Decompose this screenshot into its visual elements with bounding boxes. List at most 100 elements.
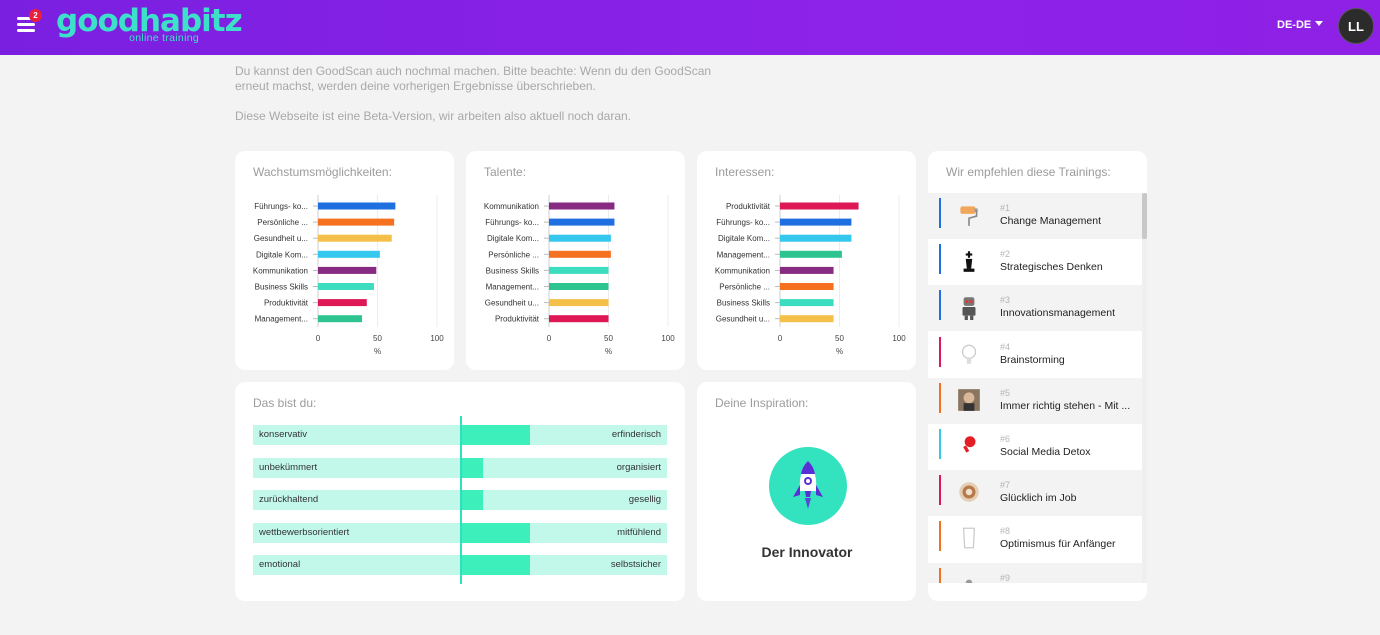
- trait-fill: [460, 490, 483, 510]
- trait-left-label: wettbewerbsorientiert: [259, 526, 350, 538]
- bar: [549, 234, 611, 242]
- category-label: Produktivität: [726, 202, 771, 211]
- category-label: Business Skills: [255, 283, 308, 292]
- recommendation-accent: [939, 336, 941, 367]
- recommendation-item[interactable]: #8 Optimismus für Anfänger: [928, 516, 1142, 562]
- trait-left-label: zurückhaltend: [259, 494, 319, 505]
- interests-card: Interessen: 0 50 100% Produktivität Führungs…: [697, 151, 916, 370]
- recommendation-item[interactable]: #2 Strategisches Denken: [928, 239, 1142, 285]
- paint-roller-icon: [960, 206, 978, 226]
- language-label: DE-DE: [1277, 19, 1312, 31]
- trait-right-label: erfinderisch: [611, 429, 661, 440]
- axis-label: %: [374, 347, 381, 356]
- top-bar: 2 goodhabitz online training DE-DE LL: [0, 0, 1380, 55]
- recommendation-item[interactable]: #1 Change Management: [928, 193, 1142, 239]
- portrait-icon: [958, 388, 980, 411]
- bar: [780, 299, 834, 307]
- trait-right-label: organisiert: [616, 461, 661, 473]
- recommendation-item[interactable]: #3 Innovationsmanagement: [928, 285, 1142, 332]
- recommendation-rank: #8: [1000, 526, 1011, 537]
- category-label: Gesundheit u...: [485, 299, 539, 308]
- interests-title: Interessen:: [715, 165, 775, 179]
- recommendation-rank: #6: [1000, 434, 1011, 444]
- category-label: Persönliche ...: [488, 250, 539, 259]
- bar: [318, 234, 392, 242]
- lightbulb-icon: [961, 344, 977, 364]
- recommendation-accent: [939, 429, 941, 459]
- tick-label: 100: [892, 334, 906, 343]
- category-label: Management...: [255, 315, 308, 324]
- recommendation-accent: [939, 382, 941, 413]
- menu-icon: [17, 17, 31, 20]
- bar: [549, 315, 609, 323]
- retake-note: Du kannst den GoodScan auch nochmal mach…: [235, 64, 712, 93]
- tick-label: 100: [430, 334, 444, 343]
- recommendation-accent: [939, 198, 941, 228]
- trait-center-line: [460, 416, 462, 584]
- recommendations-list[interactable]: #1 Change Management #2 Strategisches Denke…: [928, 193, 1147, 583]
- menu-button[interactable]: [17, 15, 37, 35]
- bar-chart: 0 50 100% Produktivität Führungs- ko... Digit…: [715, 195, 906, 356]
- you-card: Das bist du: konservativ erfinderisch unbe…: [235, 382, 685, 601]
- trait-fill: [460, 457, 483, 478]
- recommendation-rank: #9: [1000, 572, 1011, 583]
- tick-label: 0: [316, 334, 321, 343]
- beta-note: Diese Webseite ist eine Beta-Version, wi…: [235, 109, 631, 123]
- menu-icon-line: [17, 23, 35, 26]
- recommendation-title: Strategisches Denken: [1000, 261, 1103, 274]
- recommendation-item[interactable]: #4 Brainstorming: [928, 332, 1142, 378]
- bar: [780, 315, 834, 323]
- robot-icon: [962, 297, 976, 321]
- recommendation-rank: #1: [1000, 203, 1011, 213]
- recommendation-item[interactable]: #9: [928, 562, 1142, 583]
- bar: [318, 299, 367, 307]
- recommendation-title: Immer richtig stehen - Mit ...: [1000, 399, 1131, 412]
- coffee-icon: [959, 482, 979, 502]
- recommendation-accent: [939, 521, 941, 552]
- inspiration-title: Deine Inspiration:: [715, 396, 809, 410]
- pill-icon: [963, 436, 976, 453]
- trait-right-label: mitfühlend: [617, 526, 661, 538]
- category-label: Persönliche ...: [719, 283, 770, 292]
- logo[interactable]: goodhabitz online training: [56, 3, 243, 45]
- recommendation-title: Social Media Detox: [1000, 446, 1091, 458]
- category-label: Gesundheit u...: [716, 315, 770, 324]
- scrollbar-track[interactable]: [1142, 193, 1147, 583]
- category-label: Gesundheit u...: [254, 234, 308, 243]
- category-label: Kommunikation: [253, 266, 308, 275]
- bar: [780, 283, 834, 290]
- notification-badge: 2: [29, 9, 42, 22]
- tick-label: 0: [547, 334, 552, 343]
- language-selector[interactable]: DE-DE: [1277, 19, 1324, 31]
- recommendation-rank: #5: [1000, 387, 1011, 398]
- logo-word: goodhabitz: [56, 3, 243, 39]
- recommendation-accent: [939, 475, 941, 506]
- chess-king-icon: [963, 251, 975, 273]
- trait-fill: [460, 522, 531, 543]
- category-label: Business Skills: [717, 299, 770, 308]
- recommendation-title: Change Management: [1000, 215, 1101, 227]
- trait-fill: [460, 425, 531, 445]
- caret-down-icon: [1315, 21, 1324, 26]
- recommendation-item[interactable]: #5 Immer richtig stehen - Mit ...: [928, 377, 1142, 424]
- recommendation-item[interactable]: #7 Glücklich im Job: [928, 470, 1142, 517]
- trait-left-label: emotional: [259, 559, 301, 570]
- bar: [780, 266, 834, 274]
- inspiration-name: Der Innovator: [761, 544, 853, 560]
- item-icon: [965, 579, 973, 583]
- category-label: Digitale Kom...: [487, 234, 539, 243]
- category-label: Business Skills: [486, 266, 539, 275]
- bar: [318, 250, 380, 258]
- tick-label: 50: [604, 334, 613, 343]
- trait-fill: [460, 555, 531, 575]
- bar-chart: 0 50 100% Kommunikation Führungs- ko... Digit…: [484, 195, 675, 356]
- rocket-icon: [793, 461, 823, 509]
- category-label: Persönliche ...: [257, 218, 308, 227]
- bar: [549, 202, 615, 210]
- tick-label: 0: [778, 334, 783, 343]
- axis-label: %: [836, 347, 843, 356]
- avatar[interactable]: LL: [1338, 8, 1374, 44]
- talents-title: Talente:: [484, 165, 527, 179]
- scrollbar-thumb[interactable]: [1142, 193, 1147, 239]
- recommendation-item[interactable]: #6 Social Media Detox: [928, 424, 1142, 470]
